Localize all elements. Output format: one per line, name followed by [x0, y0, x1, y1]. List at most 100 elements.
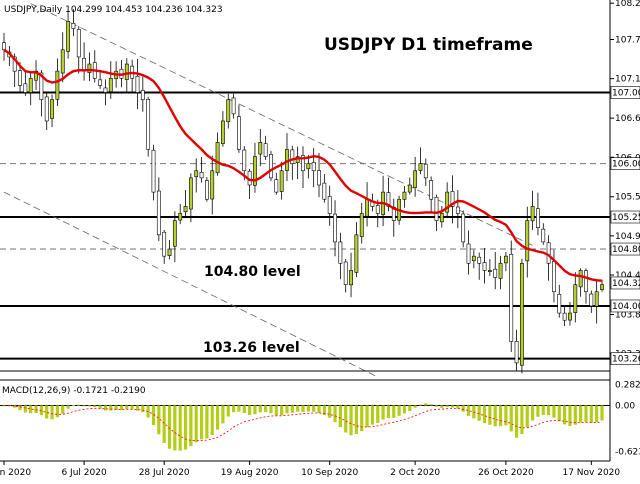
candle-body: [226, 99, 231, 123]
candle-body: [471, 255, 476, 261]
candle-body: [450, 191, 455, 207]
macd-histogram-bar: [119, 405, 124, 411]
macd-histogram-bar: [429, 404, 433, 406]
candle-body: [578, 270, 583, 288]
candle-body: [237, 116, 241, 150]
candle-body: [434, 196, 439, 221]
candle-body: [525, 220, 530, 262]
macd-histogram-bar: [573, 405, 577, 425]
macd-histogram-bar: [301, 405, 305, 412]
macd-histogram-bar: [157, 405, 161, 435]
macd-histogram-bar: [210, 405, 214, 436]
macd-histogram-bar: [461, 405, 465, 412]
macd-histogram-bar: [77, 404, 81, 406]
macd-histogram-bar: [365, 405, 369, 428]
price-label-box: [610, 299, 640, 313]
candle-body: [50, 99, 54, 119]
macd-histogram-bar: [520, 405, 524, 435]
candle-body: [322, 182, 327, 200]
macd-histogram-bar: [381, 405, 385, 420]
candle-body: [44, 96, 49, 122]
macd-histogram-bar: [344, 405, 348, 433]
x-tick-label: 15 Jun 2020: [0, 468, 31, 478]
macd-histogram-bar: [178, 405, 182, 451]
candle-body: [290, 149, 295, 164]
macd-tick-label: 0.2823: [615, 381, 640, 391]
macd-histogram-bar: [397, 405, 401, 416]
candle-body: [338, 241, 343, 264]
candle-body: [333, 213, 337, 243]
price-label: 107.000: [612, 89, 640, 99]
macd-histogram-bar: [482, 405, 487, 424]
macd-histogram-bar: [498, 405, 503, 427]
macd-histogram-bar: [477, 405, 481, 421]
macd-histogram-bar: [264, 405, 268, 412]
macd-histogram-bar: [434, 405, 439, 407]
candle-body: [306, 163, 311, 169]
x-tick-label: 19 Aug 2020: [221, 468, 279, 478]
candle-body: [162, 231, 167, 257]
macd-histogram-bar: [418, 404, 423, 406]
candle-body: [242, 149, 247, 172]
candle-body: [269, 154, 273, 179]
chart-title: USDJPY D1 timeframe: [324, 35, 533, 55]
macd-histogram-bar: [221, 405, 225, 424]
x-tick-label: 28 Jul 2020: [139, 468, 190, 478]
macd-histogram-bar: [285, 405, 289, 414]
moving-average-line: [3, 48, 603, 282]
x-tick-label: 6 Jul 2020: [61, 468, 106, 478]
candle-body: [279, 170, 284, 192]
macd-histogram-bar: [509, 405, 513, 432]
macd-histogram-bar: [237, 405, 241, 412]
macd-histogram-bar: [338, 405, 342, 428]
macd-histogram-bar: [530, 405, 535, 421]
macd-histogram-bar: [215, 405, 220, 430]
candle-body: [71, 23, 76, 29]
macd-histogram-bar: [39, 405, 43, 416]
candle-body: [461, 213, 466, 243]
macd-histogram-bar: [514, 405, 519, 438]
macd-histogram-bar: [376, 405, 380, 423]
macd-histogram-bar: [253, 405, 257, 415]
candle-body: [39, 72, 44, 100]
annotation-103-26-level: 103.26 level: [203, 340, 300, 356]
macd-histogram-bar: [66, 405, 70, 409]
y-tick-label: 103.880: [615, 311, 640, 321]
macd-histogram-bar: [547, 405, 551, 416]
macd-histogram-bar: [34, 405, 38, 414]
macd-histogram-bar: [584, 405, 588, 423]
candle-body: [258, 142, 263, 155]
macd-histogram-bar: [456, 405, 460, 409]
macd-histogram-bar: [445, 405, 449, 408]
macd-histogram-bar: [205, 405, 209, 439]
macd-histogram-bar: [189, 405, 193, 447]
candle-body: [108, 77, 113, 92]
candle-body: [76, 29, 81, 58]
chart-header: USDJPY,Daily 104.299 104.453 104.236 104…: [4, 5, 223, 15]
candle-body: [204, 180, 209, 200]
macd-histogram-bar: [370, 405, 375, 425]
macd-histogram-bar: [18, 405, 22, 411]
candle-body: [2, 42, 6, 51]
macd-histogram-bar: [151, 405, 156, 426]
candle-body: [167, 248, 172, 256]
candle-body: [311, 162, 316, 172]
macd-histogram-bar: [413, 405, 417, 408]
macd-histogram-bar: [386, 405, 391, 419]
candle-body: [343, 261, 348, 285]
macd-histogram-bar: [504, 405, 508, 426]
macd-signal-line: [3, 405, 603, 442]
macd-histogram-bar: [328, 405, 332, 418]
candle-body: [221, 120, 225, 144]
price-label: 104.800: [612, 245, 640, 255]
candle-body: [151, 149, 156, 193]
macd-histogram-bar: [466, 405, 471, 416]
macd-histogram-bar: [226, 405, 230, 417]
candle-body: [317, 170, 321, 186]
candle-body: [199, 172, 204, 179]
candle-body: [231, 97, 236, 115]
macd-histogram-bar: [248, 405, 252, 416]
candle-body: [536, 208, 540, 228]
macd-histogram-bar: [280, 405, 284, 416]
macd-histogram-bar: [541, 405, 545, 415]
